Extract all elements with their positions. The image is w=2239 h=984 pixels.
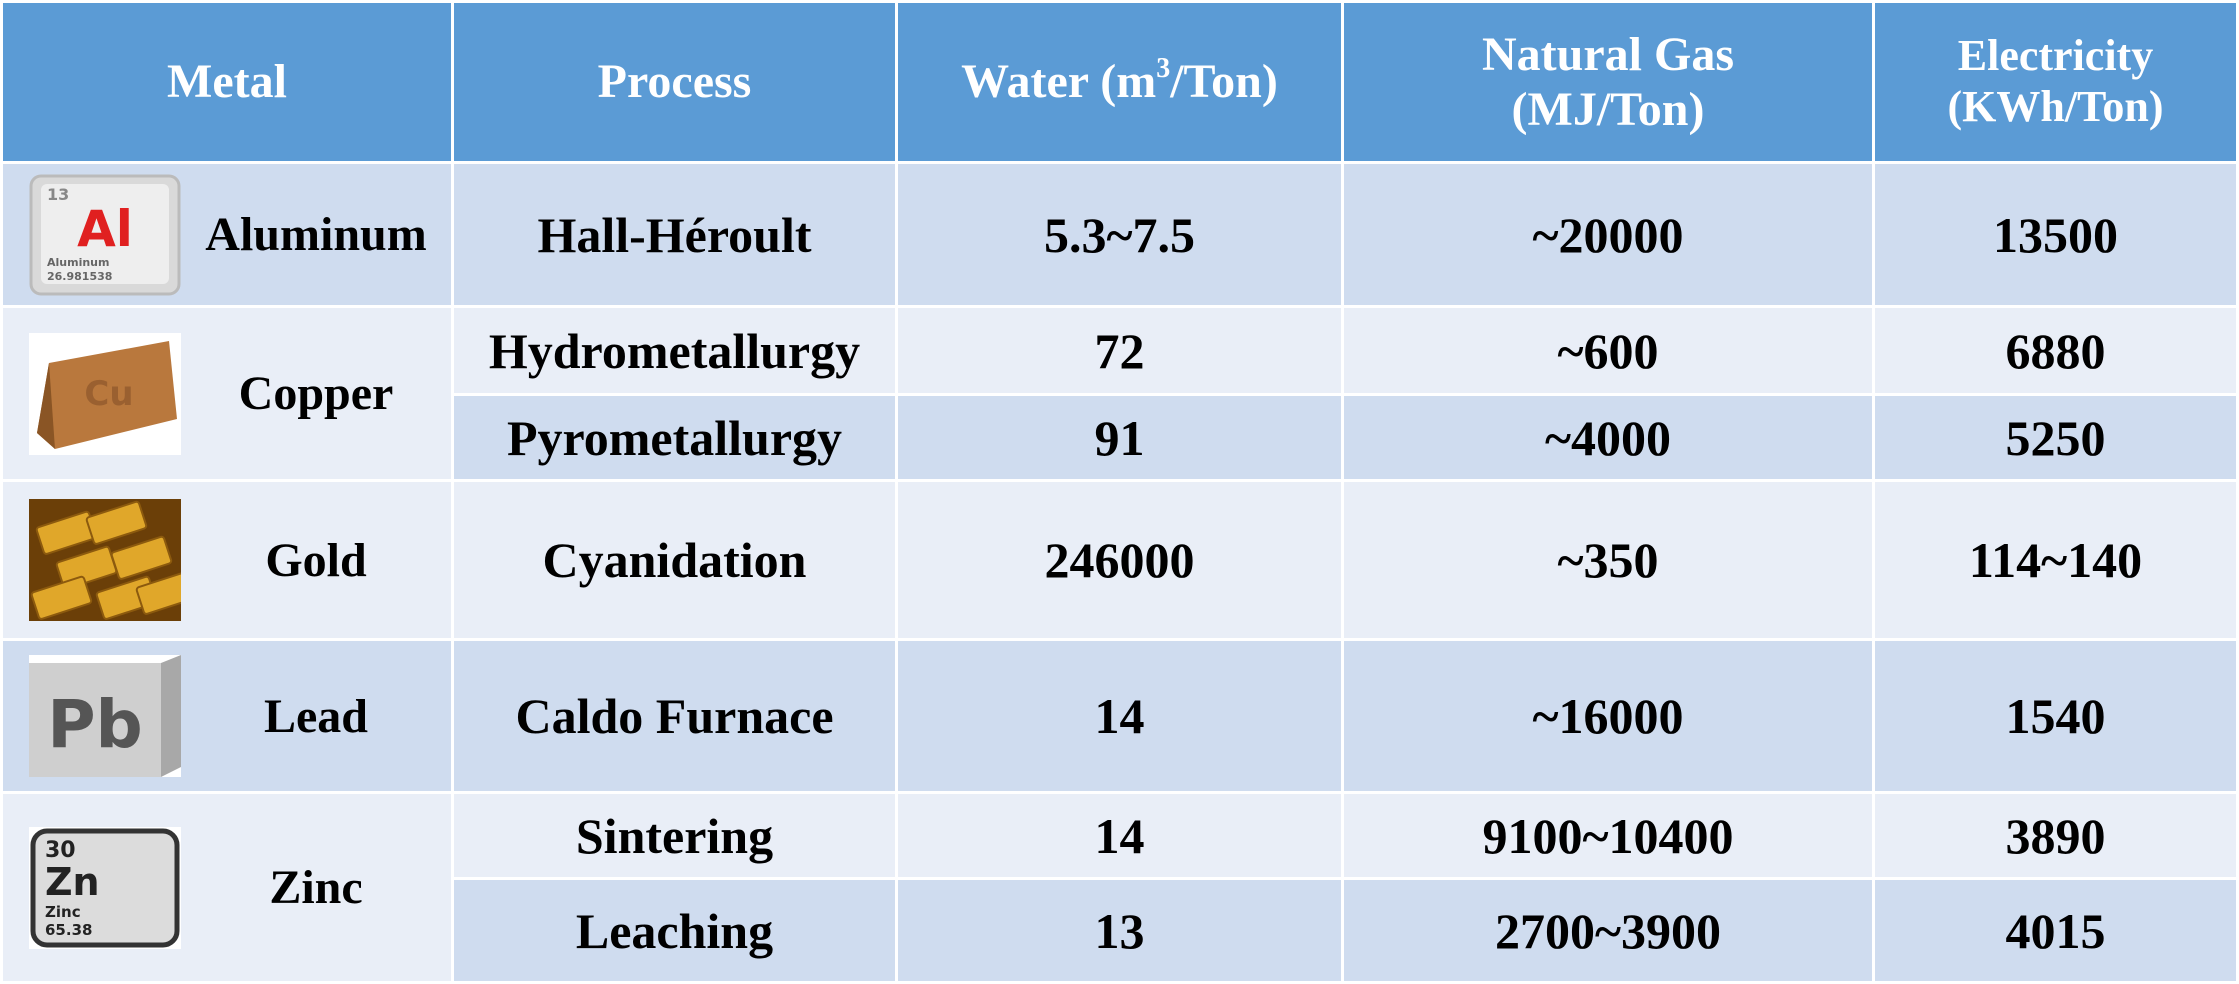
- header-line: (KWh/Ton): [1947, 82, 2164, 131]
- electricity-cell: 6880: [1875, 308, 2236, 393]
- electricity-cell: 3890: [1875, 794, 2236, 877]
- process-cell: Hydrometallurgy: [454, 308, 895, 393]
- header-text: Water (m: [961, 55, 1157, 109]
- header-cell: Electricity (KWh/Ton): [1875, 3, 2236, 161]
- electricity-cell: 1540: [1875, 641, 2236, 791]
- electricity-cell: 13500: [1875, 164, 2236, 305]
- icon-number: 13: [47, 185, 69, 204]
- icon-symbol: Pb: [47, 686, 143, 763]
- icon-block-side: [37, 362, 55, 449]
- electricity-cell: 4015: [1875, 880, 2236, 981]
- water-cell: 5.3~7.5: [898, 164, 1341, 305]
- gold-bar: [85, 500, 148, 545]
- metal-cell: 30 Zn Zinc 65.38 Zinc: [3, 794, 451, 981]
- gas-cell: 2700~3900: [1344, 880, 1872, 981]
- water-cell: 91: [898, 396, 1341, 479]
- icon-number: 30: [45, 838, 76, 863]
- metal-cell: Pb Lead: [3, 641, 451, 791]
- table-body: 13 Al Aluminum 26.981538 Aluminum Hall-Héroul…: [3, 164, 2236, 981]
- table-row: 30 Zn Zinc 65.38 Zinc Sintering 14 9100~10400 38…: [3, 794, 2236, 981]
- metal-cell: Gold: [3, 482, 451, 638]
- gas-cell: ~20000: [1344, 164, 1872, 305]
- icon-name: Zinc: [45, 903, 81, 921]
- header-line: (MJ/Ton): [1511, 83, 1705, 136]
- metal-wrap: Gold: [3, 499, 451, 621]
- process-cell: Hall-Héroult: [454, 164, 895, 305]
- metal-icon: Pb: [29, 655, 181, 777]
- gold-bar: [30, 575, 93, 620]
- metal-name: Aluminum: [205, 208, 427, 261]
- header-cell: Process: [454, 3, 895, 161]
- electricity-cell: 5250: [1875, 396, 2236, 479]
- header-cell: Water (m3/Ton): [898, 3, 1341, 161]
- header-cell: Natural Gas (MJ/Ton): [1344, 3, 1872, 161]
- header-row: Metal Process Water (m3/Ton) Natural Gas…: [3, 3, 2236, 161]
- water-cell: 13: [898, 880, 1341, 981]
- process-cell: Sintering: [454, 794, 895, 877]
- icon-block: [37, 340, 177, 449]
- icon-mass: 65.38: [45, 921, 92, 939]
- gas-cell: 9100~10400: [1344, 794, 1872, 877]
- superscript: 3: [1156, 53, 1171, 85]
- metal-cell: 13 Al Aluminum 26.981538 Aluminum: [3, 164, 451, 305]
- icon-symbol: Al: [77, 200, 133, 258]
- metal-name: Zinc: [269, 861, 363, 914]
- gas-cell: ~4000: [1344, 396, 1872, 479]
- process-cell: Cyanidation: [454, 482, 895, 638]
- icon-name: Aluminum: [47, 256, 109, 269]
- gold-bar: [135, 570, 181, 615]
- metal-wrap: Pb Lead: [3, 655, 451, 777]
- icon-face: [41, 183, 169, 284]
- metal-cell: Cu Copper: [3, 308, 451, 479]
- table-row: 13 Al Aluminum 26.981538 Aluminum Hall-Héroul…: [3, 164, 2236, 305]
- water-cell: 246000: [898, 482, 1341, 638]
- icon-symbol: Zn: [45, 860, 100, 904]
- metal-name: Gold: [265, 533, 367, 587]
- metal-icon: Cu: [29, 332, 181, 455]
- header-cell: Metal: [3, 3, 451, 161]
- gas-cell: ~350: [1344, 482, 1872, 638]
- table-row: Gold Cyanidation 246000 ~350 114~140: [3, 482, 2236, 638]
- table-row: Pb Lead Caldo Furnace 14 ~16000 1540: [3, 641, 2236, 791]
- icon-symbol: Cu: [84, 374, 133, 414]
- water-cell: 14: [898, 641, 1341, 791]
- gas-cell: ~16000: [1344, 641, 1872, 791]
- metal-name: Lead: [263, 689, 368, 743]
- metal-wrap: Cu Copper: [3, 332, 451, 455]
- icon-tile: [30, 828, 180, 947]
- gas-cell: ~600: [1344, 308, 1872, 393]
- water-cell: 14: [898, 794, 1341, 877]
- icon-cube: [29, 663, 161, 777]
- gold-bar: [110, 535, 173, 580]
- process-cell: Pyrometallurgy: [454, 396, 895, 479]
- water-cell: 72: [898, 308, 1341, 393]
- metal-wrap: 30 Zn Zinc 65.38 Zinc: [3, 826, 451, 949]
- icon-cube-side: [161, 655, 181, 777]
- process-cell: Caldo Furnace: [454, 641, 895, 791]
- table-row: Cu Copper Hydrometallurgy 72 ~600 6880: [3, 308, 2236, 479]
- icon-mass: 26.981538: [47, 270, 112, 283]
- header-text: /Ton): [1170, 55, 1278, 109]
- header-line: Electricity: [1957, 31, 2154, 81]
- table-row: Leaching 13 2700~3900 4015: [3, 880, 2236, 981]
- metal-icon: [29, 499, 181, 621]
- metal-name: Copper: [238, 367, 394, 420]
- metal-wrap: 13 Al Aluminum 26.981538 Aluminum: [3, 174, 451, 296]
- header-line: Natural Gas: [1482, 27, 1734, 81]
- electricity-cell: 114~140: [1875, 482, 2236, 638]
- process-cell: Leaching: [454, 880, 895, 981]
- table-row: Pyrometallurgy 91 ~4000 5250: [3, 396, 2236, 479]
